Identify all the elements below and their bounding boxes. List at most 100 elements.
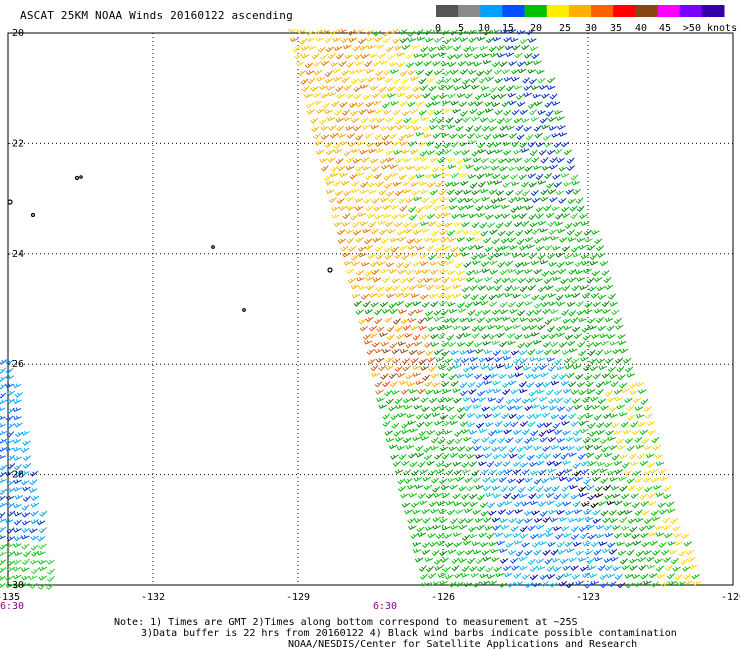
wind-barb: [374, 245, 383, 253]
wind-barb: [424, 421, 433, 427]
wind-barb: [554, 148, 563, 155]
wind-barb: [555, 252, 565, 258]
wind-barb: [590, 541, 600, 548]
wind-barb: [463, 332, 472, 338]
wind-barb: [470, 294, 479, 301]
wind-barb: [394, 190, 404, 197]
wind-barb: [639, 493, 648, 500]
wind-barb: [422, 476, 431, 482]
wind-barb: [464, 373, 474, 379]
wind-barb: [521, 398, 531, 404]
wind-barb: [405, 62, 415, 69]
wind-barb: [402, 325, 412, 331]
wind-barb: [447, 237, 457, 243]
wind-barb: [416, 421, 425, 428]
wind-barb: [345, 229, 354, 235]
wind-barb: [435, 430, 445, 436]
wind-barb: [575, 517, 585, 523]
wind-barb: [503, 533, 513, 539]
wind-barb: [502, 182, 511, 188]
wind-barb: [507, 92, 517, 98]
wind-barb: [452, 388, 461, 393]
wind-barb: [372, 60, 381, 67]
wind-barb: [570, 212, 579, 220]
wind-barb: [528, 253, 537, 260]
wind-barb: [391, 284, 401, 292]
wind-barb: [382, 308, 391, 314]
wind-barb: [411, 502, 420, 508]
wind-barb: [523, 157, 532, 164]
wind-barb: [595, 245, 605, 252]
wind-barb: [476, 524, 485, 531]
wind-barb: [472, 260, 481, 265]
wind-barb: [428, 469, 437, 476]
wind-barb: [544, 142, 553, 148]
wind-barb: [535, 485, 544, 493]
wind-barb: [405, 133, 415, 139]
wind-barb: [533, 269, 543, 275]
wind-barb: [484, 525, 494, 531]
wind-barb: [13, 583, 22, 589]
wind-barb: [475, 484, 484, 490]
wind-barb: [511, 140, 520, 148]
wind-barb: [559, 516, 568, 522]
wind-barb: [515, 301, 524, 308]
wind-barb: [545, 389, 554, 396]
wind-barb: [456, 332, 465, 340]
wind-barb: [607, 366, 616, 373]
wind-barb: [552, 245, 561, 251]
wind-barb: [455, 373, 465, 379]
wind-barb: [512, 532, 521, 538]
wind-barb: [466, 277, 475, 283]
wind-barb: [503, 326, 513, 332]
wind-barb: [475, 29, 484, 35]
wind-barb: [355, 236, 364, 243]
wind-barb: [638, 525, 647, 532]
wind-barb: [688, 564, 698, 570]
wind-barb: [551, 557, 561, 563]
wind-barb: [478, 77, 487, 84]
wind-barb: [441, 276, 450, 284]
wind-barb: [590, 468, 600, 475]
wind-barb: [465, 125, 474, 133]
wind-barb: [391, 214, 400, 220]
wind-barb: [516, 61, 526, 68]
wind-barb: [436, 325, 445, 331]
wind-barb: [392, 358, 401, 364]
wind-barb: [511, 214, 520, 220]
wind-barb: [524, 205, 534, 211]
wind-barb: [438, 405, 448, 411]
legend-label: 25: [559, 23, 571, 34]
wind-barb: [509, 278, 518, 283]
wind-barb: [345, 126, 354, 131]
wind-barb: [631, 574, 641, 579]
wind-barb: [523, 197, 532, 203]
wind-barb: [561, 206, 570, 213]
wind-barb: [531, 374, 541, 380]
wind-barb: [548, 261, 558, 267]
wind-barb: [622, 532, 632, 538]
wind-barb: [348, 245, 357, 252]
wind-barb: [551, 101, 561, 106]
wind-barb: [545, 526, 554, 533]
wind-barb: [461, 326, 470, 331]
wind-barb: [461, 565, 470, 573]
wind-barb: [402, 293, 411, 298]
wind-barb: [444, 358, 453, 364]
wind-barb: [430, 333, 439, 340]
wind-barb: [487, 324, 496, 330]
wind-barb: [563, 181, 572, 187]
wind-barb: [571, 246, 580, 253]
wind-barb: [471, 116, 480, 122]
wind-barb: [554, 109, 563, 115]
wind-barb: [442, 566, 451, 573]
wind-barb: [572, 326, 581, 333]
wind-barb: [534, 132, 543, 139]
latitude-label: -28: [6, 470, 24, 481]
wind-barb: [466, 413, 476, 418]
wind-barb: [603, 413, 612, 419]
wind-barb: [505, 542, 514, 548]
wind-barb: [350, 284, 360, 290]
wind-barb: [472, 509, 481, 515]
